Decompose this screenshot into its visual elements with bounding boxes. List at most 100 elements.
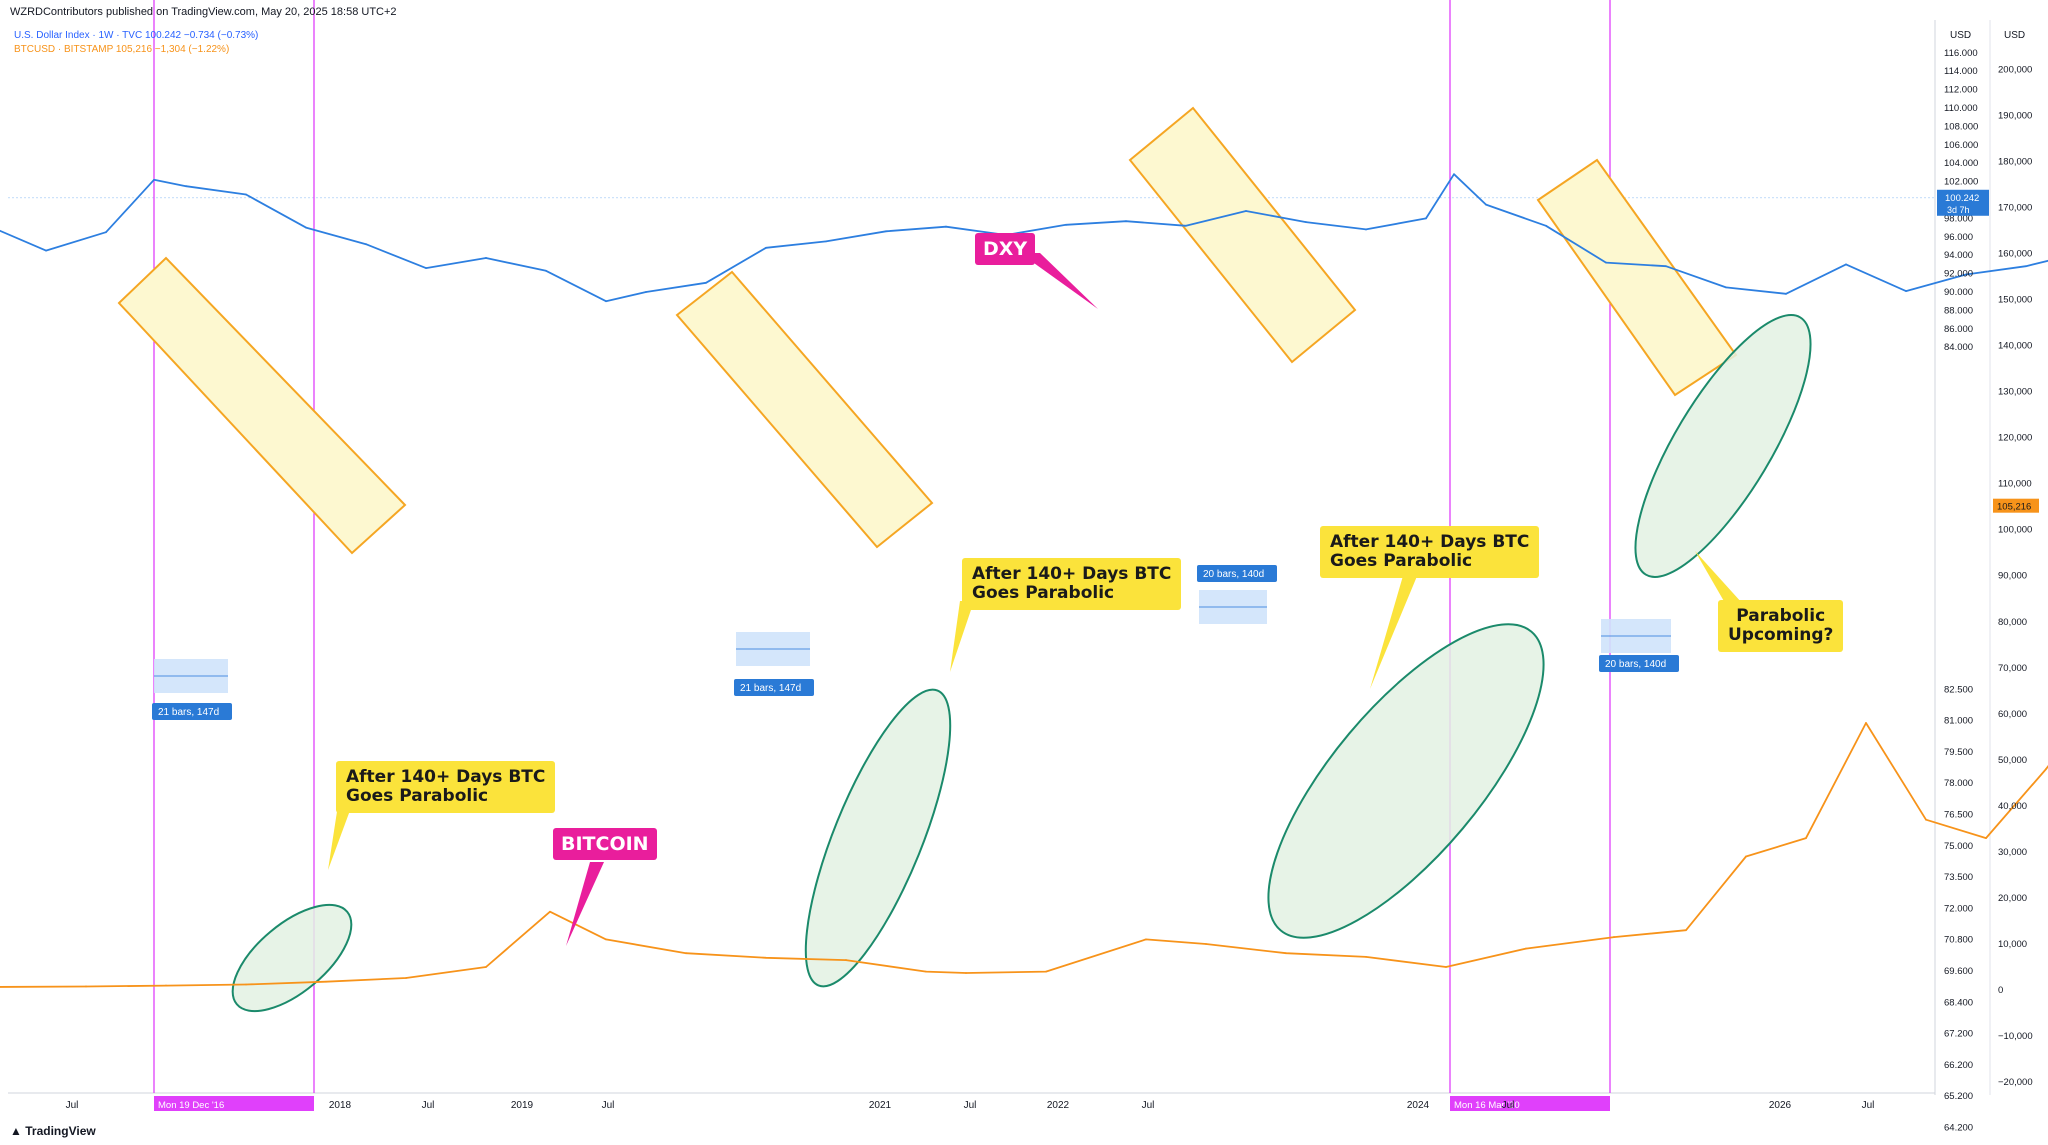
btc-point [1145, 938, 1147, 941]
dxy-point [2025, 265, 2027, 268]
dxy-axis-tick: 79.500 [1944, 747, 1973, 758]
btc-point [549, 910, 551, 913]
callout-3-line-2: Goes Parabolic [1330, 551, 1473, 571]
dxy-axis-unit: USD [1950, 30, 1972, 41]
dxy-axis-tick: 104.000 [1944, 158, 1978, 169]
range-box-4-badge [1599, 655, 1679, 672]
btc-axis-tick: 30,000 [1998, 847, 2027, 858]
dxy-axis-tick: 94.000 [1944, 250, 1973, 261]
btc-axis-tick: 130,000 [1998, 387, 2032, 398]
btc-axis-tick: 180,000 [1998, 156, 2032, 167]
dxy-point [545, 269, 547, 272]
dxy-axis-tick: 68.400 [1944, 997, 1973, 1008]
dxy-axis-tick: 66.200 [1944, 1060, 1973, 1071]
dxy-point [425, 267, 427, 269]
btc-axis-tick: 70,000 [1998, 663, 2027, 674]
callout-3-line-1: After 140+ Days BTC [1330, 532, 1530, 552]
time-axis-tick: 2024 [1407, 1100, 1430, 1111]
dxy-decline-box-1 [117, 256, 407, 555]
dxy-last-value: 100.242 [1945, 193, 1979, 204]
btc-point [925, 970, 927, 973]
callout-2-line-2: Goes Parabolic [972, 583, 1115, 603]
btc-point [1205, 943, 1207, 945]
drawing-shapes: 21 bars, 147d 21 bars, 147d 20 bars, 140d 2… [117, 106, 1812, 1013]
btc-axis-tick: 60,000 [1998, 709, 2027, 720]
btc-point [325, 980, 327, 983]
dxy-axis-tick: 84.000 [1944, 342, 1973, 353]
dxy-point [1965, 273, 1967, 276]
dxy-axis-tick: 78.000 [1944, 778, 1973, 789]
price-axes: 116.000 114.000 112.000 110.000 108.000 106.0… [1937, 48, 2039, 1134]
legend-btc[interactable]: BTCUSD · BITSTAMP 105,216 −1,304 (−1.22%… [14, 44, 230, 55]
dxy-axis-tick: 114.000 [1944, 66, 1978, 77]
btc-axis-tick: 100,000 [1998, 525, 2032, 536]
callout-1-pointer [328, 805, 352, 870]
upcoming-callout-pointer [1695, 551, 1742, 603]
btc-axis-tick: 40,000 [1998, 801, 2027, 812]
dxy-point [605, 300, 607, 303]
callout-1-line-1: After 140+ Days BTC [346, 767, 546, 787]
tradingview-logo: ▲ TradingView [10, 1124, 96, 1138]
btc-point [85, 985, 87, 988]
legend-dxy[interactable]: U.S. Dollar Index · 1W · TVC 100.242 −0.… [14, 30, 259, 41]
range-box-4-label: 20 bars, 140d [1605, 659, 1666, 670]
btc-axis-tick: 160,000 [1998, 249, 2032, 260]
dxy-point [485, 257, 487, 259]
dxy-point [825, 240, 827, 243]
dxy-countdown: 3d 7h [1947, 205, 1970, 215]
highlighted-date-label: Mon 10 Aug '20 [1614, 1100, 1680, 1111]
callout-2-pointer [950, 601, 974, 672]
parabolic-callout-3: After 140+ Days BTC Goes Parabolic [1320, 526, 1540, 578]
dxy-axis-tick: 73.500 [1944, 872, 1973, 883]
dxy-point [645, 291, 647, 293]
dxy-decline-box-3 [1128, 106, 1357, 364]
dxy-point [1305, 221, 1307, 223]
dxy-axis-tick: 102.000 [1944, 177, 1978, 188]
btc-axis-tick: 50,000 [1998, 755, 2027, 766]
dxy-point [45, 249, 47, 252]
btc-point [1285, 952, 1287, 955]
dxy-axis-tick: 65.200 [1944, 1091, 1973, 1102]
dxy-axis-tick: 92.000 [1944, 269, 1973, 280]
dxy-point [1605, 261, 1607, 264]
tradingview-brand: TradingView [25, 1124, 96, 1138]
btc-point [685, 952, 687, 955]
range-box-2-badge [734, 679, 814, 696]
btc-point [1745, 855, 1747, 858]
btc-axis-tick: 10,000 [1998, 939, 2027, 950]
btc-axis-tick: 0 [1998, 985, 2003, 996]
btc-point [1985, 837, 1987, 840]
dxy-axis-tick: 69.600 [1944, 966, 1973, 977]
dxy-point [1365, 228, 1367, 231]
dxy-axis-tick: 90.000 [1944, 287, 1973, 298]
time-axis-tick: Jul [964, 1100, 977, 1111]
btc-point [605, 938, 607, 941]
highlighted-date-label: Mon 16 Mar '20 [1454, 1100, 1520, 1111]
upcoming-line-2: Upcoming? [1728, 625, 1834, 645]
dxy-axis-tick: 76.500 [1944, 810, 1973, 821]
dxy-axis-tick: 116.000 [1944, 48, 1978, 59]
dxy-axis-tick: 75.000 [1944, 841, 1973, 852]
dxy-point [705, 281, 707, 284]
dxy-point [1065, 223, 1067, 226]
btc-point [405, 977, 407, 979]
dxy-tag-pointer [1020, 253, 1098, 309]
dxy-point [1453, 173, 1455, 176]
dxy-axis-tick: 70.800 [1944, 935, 1973, 946]
dxy-axis-tick: 110.000 [1944, 103, 1978, 114]
range-box-1-label: 21 bars, 147d [158, 707, 219, 718]
dxy-point [153, 178, 155, 181]
dxy-point [765, 246, 767, 249]
btc-axis-tick: 200,000 [1998, 64, 2032, 75]
dxy-axis-tick: 72.000 [1944, 903, 1973, 914]
parabolic-ellipse-3 [1267, 623, 1545, 939]
time-axis-tick: 2018 [329, 1100, 352, 1111]
time-axis: Mon 19 Dec '16 Mon 15 May '17 Mon 16 Mar '… [66, 1096, 1874, 1111]
dxy-axis-tick: 112.000 [1944, 85, 1978, 96]
parabolic-ellipse-1 [231, 903, 353, 1013]
callout-pointers [328, 253, 1742, 946]
dxy-point [1125, 220, 1127, 223]
dxy-axis-tick: 86.000 [1944, 324, 1973, 335]
btc-point [765, 956, 767, 959]
